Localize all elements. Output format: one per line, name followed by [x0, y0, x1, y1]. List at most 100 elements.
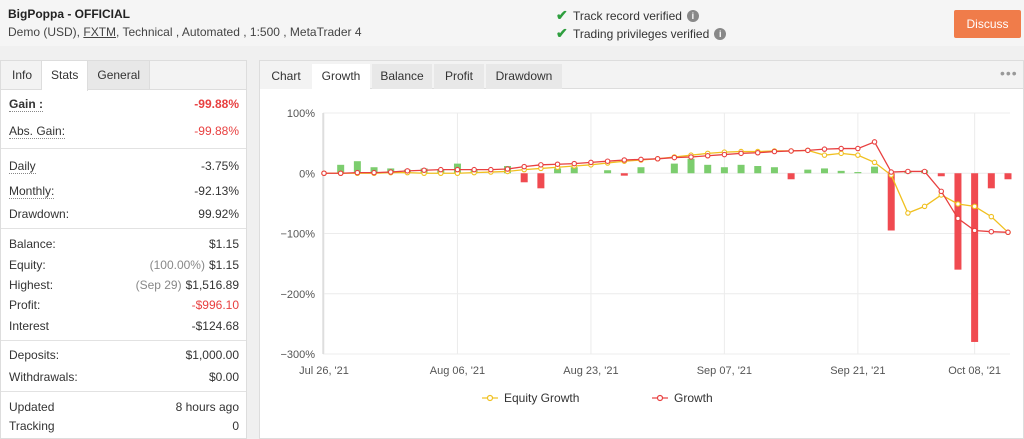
tab-info[interactable]: Info: [3, 61, 43, 89]
equity-growth-point: [905, 210, 911, 216]
growth-point: [654, 156, 661, 162]
equity-legend-marker: [482, 394, 498, 402]
growth-point: [588, 159, 594, 166]
track-record-verified: ✔ Track record verified i: [556, 7, 699, 24]
info-icon[interactable]: i: [686, 9, 699, 22]
daily-gain-bar: [720, 167, 728, 174]
daily-gain-bar: [637, 167, 645, 174]
daily-gain-bar: [670, 163, 678, 174]
daily-gain-bar: [604, 170, 612, 174]
equity-growth-point: [921, 203, 928, 210]
stat-label[interactable]: Daily: [9, 159, 36, 174]
growth-point: [321, 170, 327, 177]
daily-gain-bar: [837, 170, 845, 174]
x-tick-label: Oct 08, '21: [948, 365, 1001, 377]
y-tick-label: 100%: [287, 108, 315, 120]
tab-profit[interactable]: Profit: [434, 64, 484, 89]
stat-value: -99.88%: [194, 124, 239, 138]
growth-point: [421, 167, 427, 173]
growth-point: [1005, 229, 1011, 236]
stat-highest: Highest: (Sep 29) $1,516.89: [9, 278, 239, 292]
growth-point: [771, 148, 778, 155]
stat-deposits: Deposits: $1,000.00: [9, 348, 239, 362]
growth-point: [838, 145, 844, 152]
stat-label: Balance:: [9, 237, 56, 251]
stat-label[interactable]: Abs. Gain:: [9, 124, 66, 139]
broker-link[interactable]: FXTM: [83, 25, 117, 39]
stat-value: 99.92%: [198, 207, 239, 221]
tab-chart[interactable]: Chart: [260, 64, 312, 89]
more-dots-icon[interactable]: •••: [1000, 65, 1018, 81]
x-tick-label: Aug 06, '21: [430, 365, 485, 377]
stat-value: 8 hours ago: [175, 400, 239, 414]
growth-point: [805, 147, 811, 154]
tab-drawdown[interactable]: Drawdown: [486, 64, 562, 89]
stat-value: (Sep 29) $1,516.89: [136, 278, 239, 292]
tab-growth[interactable]: Growth: [312, 64, 370, 90]
y-tick-label: 0%: [299, 168, 315, 180]
stat-label: Profit:: [9, 298, 41, 312]
tab-general[interactable]: General: [88, 61, 151, 89]
growth-point: [988, 228, 995, 235]
legend-growth[interactable]: Growth: [652, 391, 713, 405]
account-type: Demo (USD),: [8, 25, 81, 39]
stat-label: Deposits:: [9, 348, 60, 362]
legend-label: Growth: [674, 391, 713, 405]
growth-chart: 100% 0% −100% −200% −300% Jul 26, '21 Aug 06, …: [280, 108, 1012, 377]
stat-abs-gain: Abs. Gain: -99.88%: [9, 124, 239, 139]
daily-gain-bar: [770, 167, 778, 174]
daily-loss-bar: [954, 173, 962, 270]
daily-loss-bar: [1004, 173, 1012, 180]
growth-point: [521, 163, 527, 170]
tab-balance[interactable]: Balance: [372, 64, 432, 89]
y-tick-label: −200%: [280, 289, 315, 301]
discuss-button[interactable]: Discuss: [954, 10, 1021, 38]
growth-point: [504, 166, 511, 172]
stat-label: Updated: [9, 400, 55, 414]
stat-value: -3.75%: [200, 159, 239, 173]
y-tick-label: −100%: [280, 229, 315, 241]
stat-label[interactable]: Monthly:: [9, 184, 55, 199]
divider: [1, 391, 246, 392]
equity-growth-line: [324, 149, 1009, 233]
stat-label[interactable]: Gain :: [9, 97, 44, 112]
stat-note: (Sep 29): [135, 278, 182, 292]
stat-balance: Balance: $1.15: [9, 237, 239, 251]
stat-value: 0: [232, 419, 239, 433]
growth-point: [871, 139, 878, 145]
x-tick-label: Jul 26, '21: [299, 365, 349, 377]
stat-tracking: Tracking 0: [9, 419, 239, 433]
growth-line: [324, 141, 1009, 233]
stat-value: -$996.10: [191, 298, 239, 312]
stat-note: (100.00%): [149, 258, 205, 272]
legend-equity-growth[interactable]: Equity Growth: [482, 391, 579, 405]
legend-label: Equity Growth: [504, 391, 580, 405]
stat-drawdown: Drawdown: 99.92%: [9, 207, 239, 221]
stat-value: $1,000.00: [185, 348, 239, 362]
equity-growth-point: [988, 213, 995, 220]
system-title: BigPoppa - OFFICIAL: [8, 7, 130, 21]
tab-stats[interactable]: Stats: [42, 61, 89, 91]
stats-panel: Info Stats General Gain : -99.88% Abs. G…: [0, 60, 247, 439]
x-tick-label: Sep 07, '21: [697, 365, 752, 377]
growth-point: [371, 169, 377, 176]
stats-tabs: Info Stats General: [1, 61, 246, 91]
stat-amount: $1,516.89: [185, 278, 239, 292]
info-icon[interactable]: i: [714, 27, 727, 40]
growth-point: [971, 227, 978, 234]
growth-point: [721, 151, 728, 158]
chart-panel: Chart Growth Balance Profit Drawdown •••…: [259, 60, 1024, 439]
equity-growth-point: [971, 203, 978, 210]
y-tick-label: −300%: [280, 349, 315, 361]
daily-gain-bar: [687, 158, 695, 174]
growth-point: [638, 156, 644, 163]
daily-gain-bar: [704, 164, 712, 174]
growth-point: [621, 157, 628, 163]
growth-point: [571, 160, 577, 167]
growth-point: [688, 154, 694, 160]
system-attributes: , Technical , Automated , 1:500 , MetaTr…: [116, 25, 362, 39]
growth-point: [855, 145, 861, 152]
growth-point: [354, 169, 361, 176]
equity-growth-point: [855, 152, 861, 158]
equity-growth-point: [955, 201, 961, 207]
